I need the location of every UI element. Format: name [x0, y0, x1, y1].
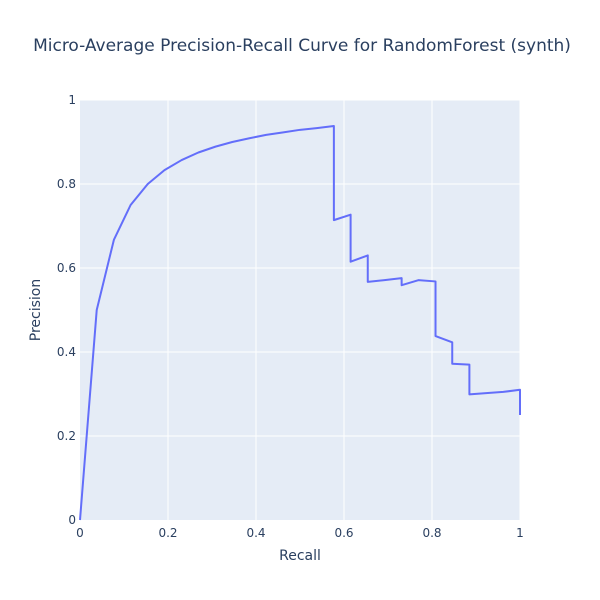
x-tick-label: 0 [76, 526, 84, 540]
series-layer [79, 125, 521, 521]
x-tick-label: 0.2 [158, 526, 177, 540]
x-axis-label: Recall [279, 548, 321, 564]
gridlines [80, 99, 521, 520]
chart-title: Micro-Average Precision-Recall Curve for… [33, 36, 571, 56]
x-tick-label: 1 [516, 526, 524, 540]
pr-curve-line [79, 125, 521, 521]
y-tick-label: 1 [68, 93, 76, 107]
y-tick-label: 0.4 [57, 345, 76, 359]
tick-labels: 0 0.2 0.4 0.6 0.8 1 0 0.2 0.4 0.6 0.8 1 [57, 93, 524, 540]
x-tick-label: 0.6 [334, 526, 353, 540]
y-tick-label: 0.6 [57, 261, 76, 275]
x-tick-label: 0.8 [422, 526, 441, 540]
y-tick-label: 0.8 [57, 177, 76, 191]
plot-area [80, 100, 520, 520]
y-axis-label: Precision [28, 279, 44, 341]
x-tick-label: 0.4 [246, 526, 265, 540]
y-tick-label: 0.2 [57, 429, 76, 443]
y-tick-label: 0 [68, 513, 76, 527]
